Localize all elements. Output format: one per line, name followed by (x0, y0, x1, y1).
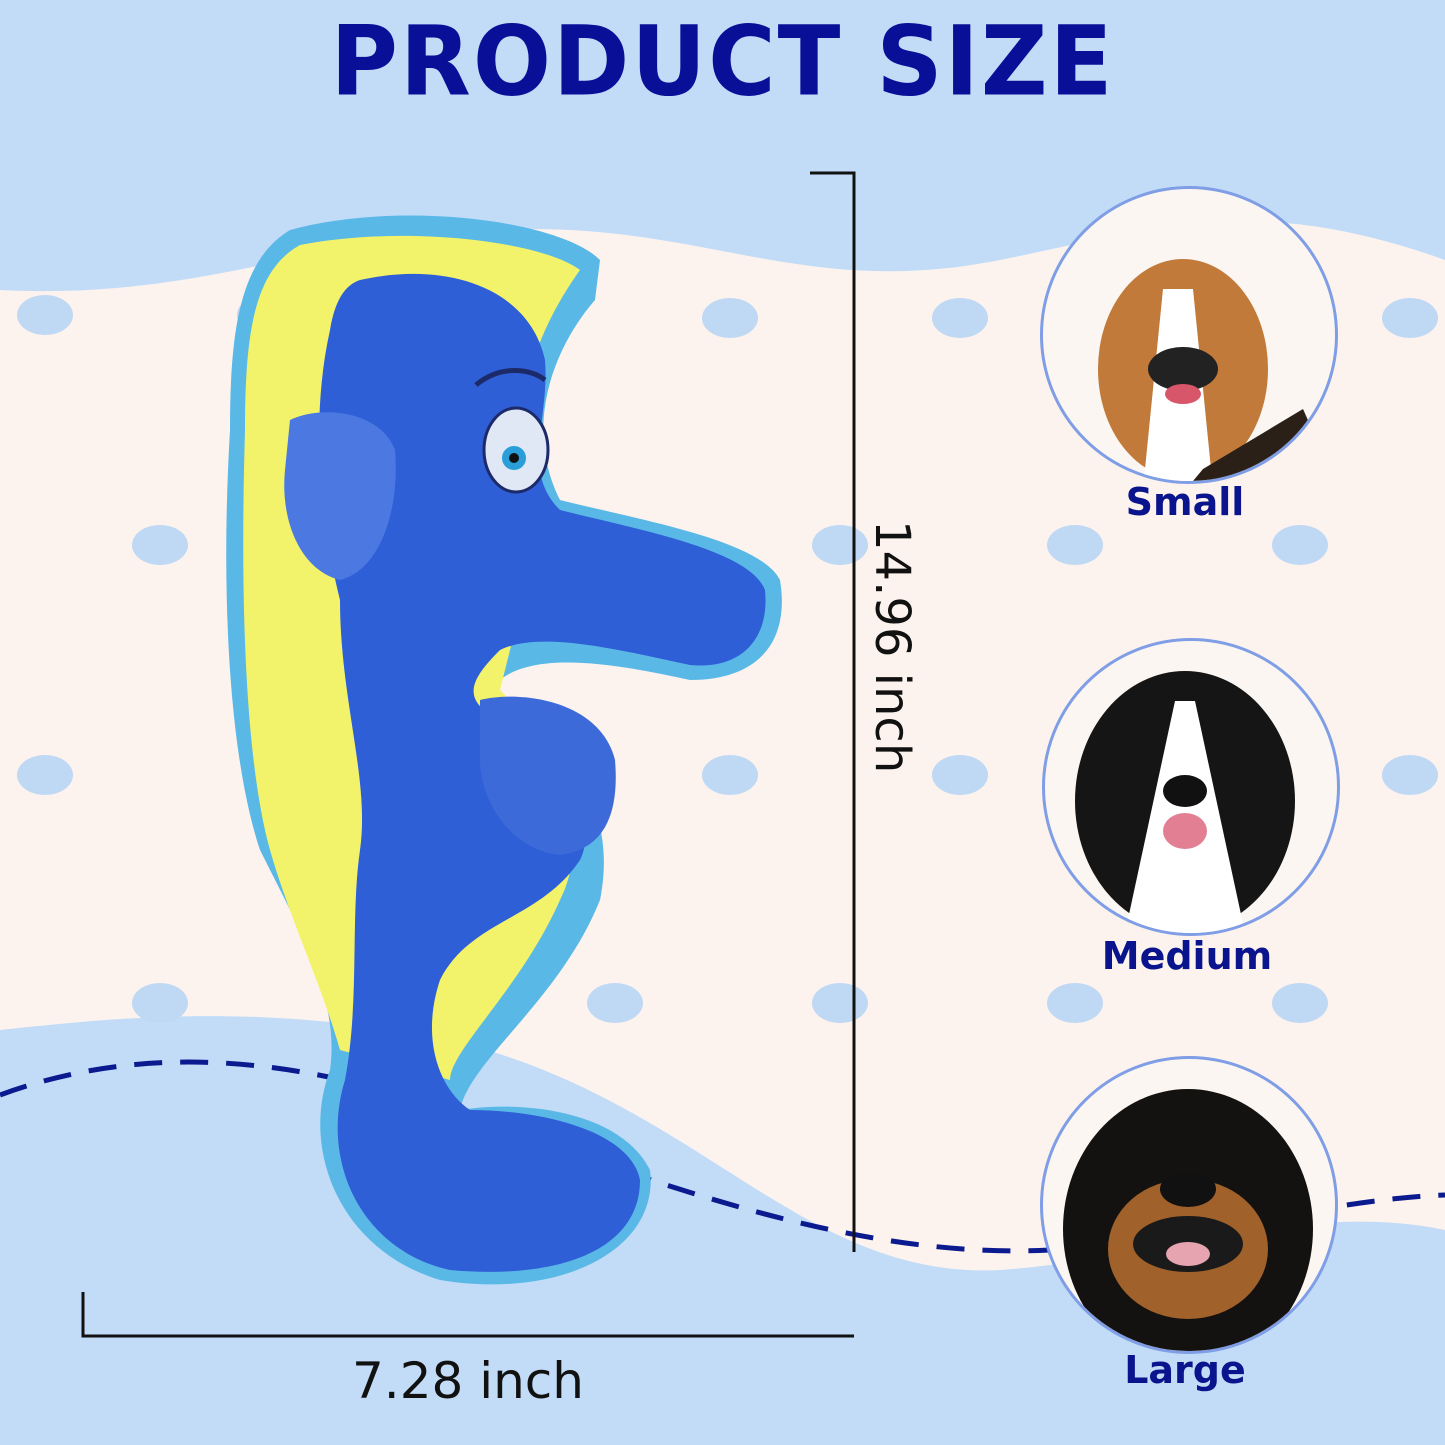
dog-size-label-medium: Medium (1101, 934, 1273, 978)
large-dog-photo (1040, 1056, 1338, 1354)
dog-size-label-small: Small (1125, 480, 1245, 524)
dog-size-label-large: Large (1124, 1348, 1246, 1392)
seahorse-toy-image (226, 215, 782, 1285)
width-dimension-line (81, 1292, 854, 1338)
small-dog-photo (1040, 186, 1338, 484)
width-dimension-label: 7.28 inch (352, 1352, 584, 1410)
page-title: PRODUCT SIZE (330, 5, 1115, 118)
height-dimension-label: 14.96 inch (864, 520, 920, 774)
medium-dog-photo (1042, 638, 1340, 936)
height-dimension-line (810, 171, 856, 1252)
